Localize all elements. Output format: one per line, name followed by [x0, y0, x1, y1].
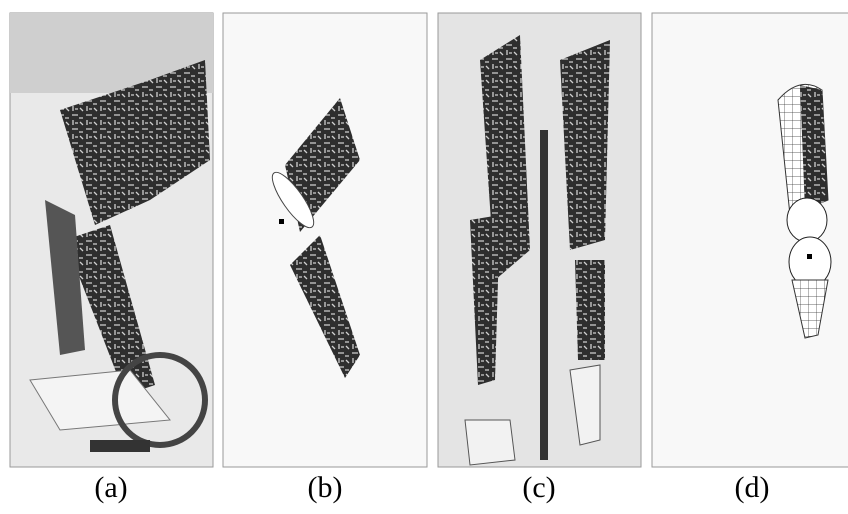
panel-label: (b)	[308, 471, 343, 504]
panel-d	[651, 12, 848, 468]
panel-label: (a)	[94, 471, 127, 504]
panel-label: (c)	[522, 471, 555, 504]
panel-c	[437, 12, 642, 468]
panel-label: (d)	[735, 471, 770, 504]
panel-a	[9, 12, 214, 468]
panel-b	[222, 12, 428, 468]
